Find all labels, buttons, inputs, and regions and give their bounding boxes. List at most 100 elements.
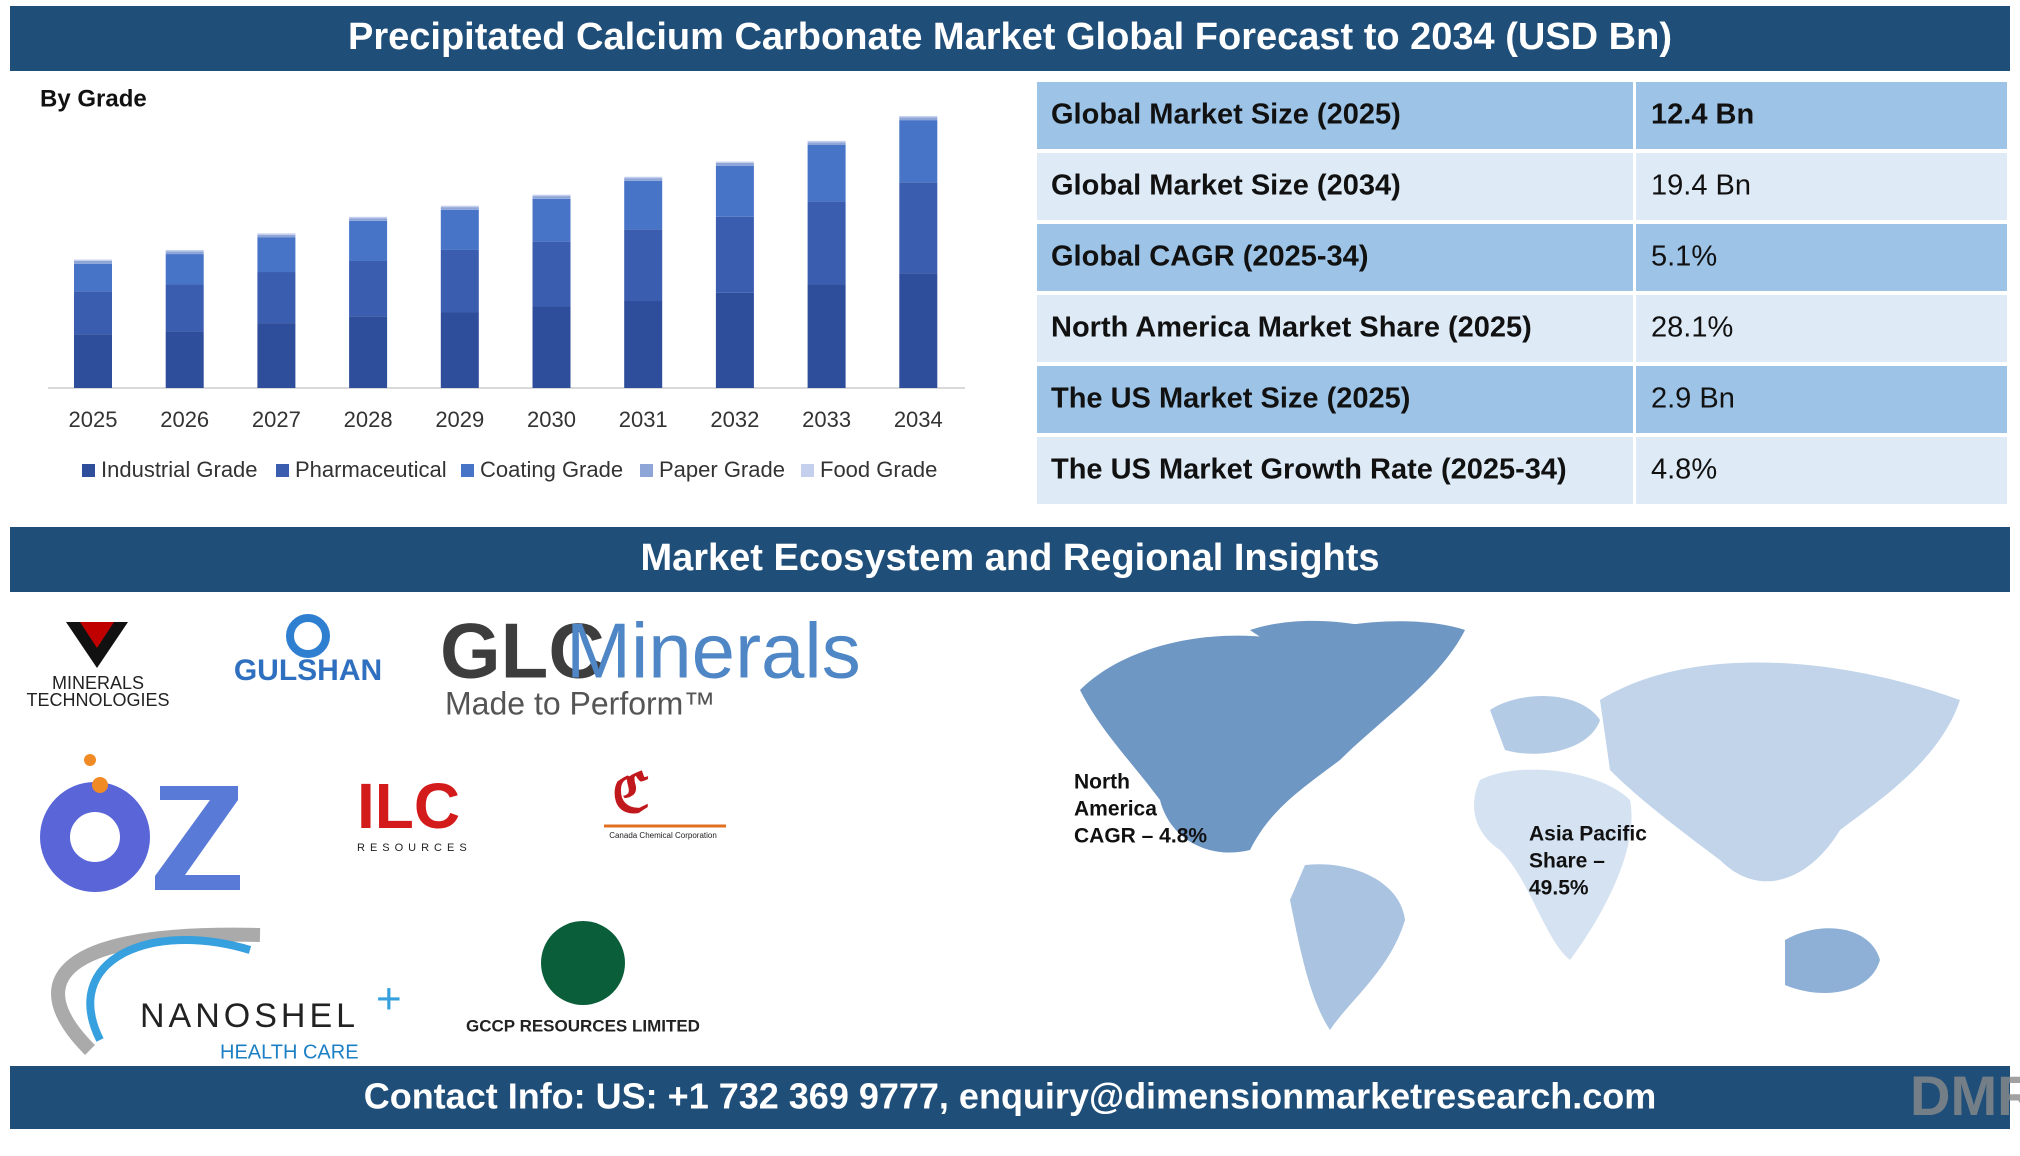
bar-segment: [899, 120, 938, 183]
footer-bar: [10, 1066, 2010, 1129]
legend-swatch: [461, 464, 474, 477]
world-map: North America CAGR – 4.8% Asia Pacific Share…: [1074, 620, 1960, 1030]
logo-text: GULSHAN: [234, 654, 382, 687]
table-label: Global CAGR (2025-34): [1051, 241, 1368, 273]
logo-text: ILC: [357, 770, 460, 842]
bar-segment: [257, 234, 296, 238]
table-label: Global Market Size (2025): [1051, 99, 1401, 131]
x-tick-label: 2027: [252, 407, 301, 432]
bar-segment: [715, 161, 754, 163]
logo-text: Minerals: [566, 607, 861, 695]
legend-label: Pharmaceutical: [295, 457, 447, 482]
bar-segment: [165, 249, 204, 252]
table-cell: [1037, 437, 1633, 504]
bar-segment: [807, 144, 846, 202]
x-tick-label: 2026: [160, 407, 209, 432]
africa: [1474, 769, 1632, 960]
footer-contact: Contact Info: US: +1 732 369 9777, enqui…: [364, 1076, 1657, 1117]
table-cell: [1636, 82, 2007, 149]
bar-segment: [440, 207, 479, 210]
x-tick-label: 2032: [710, 407, 759, 432]
table-cell: [1636, 153, 2007, 220]
x-tick-label: 2025: [69, 407, 118, 432]
table-cell: [1636, 366, 2007, 433]
logo-text: NANOSHEL: [140, 997, 359, 1035]
bar-segment: [532, 194, 571, 197]
logo-nanoshel: NANOSHEL HEALTH CARE +: [51, 927, 402, 1063]
bar-segment: [257, 237, 296, 273]
bar-segment: [74, 260, 112, 264]
x-tick-label: 2029: [435, 407, 484, 432]
logo-text: Canada Chemical Corporation: [609, 831, 717, 840]
legend-label: Coating Grade: [480, 457, 623, 482]
logo-text: TECHNOLOGIES: [26, 690, 169, 710]
bar-segment: [257, 272, 296, 324]
bar-segment: [349, 260, 388, 317]
bar-segment: [440, 209, 479, 250]
bar-segment: [257, 233, 296, 235]
bar-segment: [74, 334, 112, 388]
bar-segment: [624, 301, 663, 388]
north-america: [1080, 621, 1465, 853]
chart-subtitle: By Grade: [40, 85, 147, 112]
bar-segment: [74, 291, 112, 335]
section-bar: [10, 527, 2010, 592]
table-label: North America Market Share (2025): [1051, 312, 1532, 344]
australia: [1785, 928, 1880, 993]
logo-minerals: MINERALS TECHNOLOGIES: [26, 622, 170, 710]
bar-segment: [899, 273, 938, 388]
bar-segment: [165, 251, 204, 255]
bar-segment: [624, 178, 663, 181]
bar-segment: [532, 196, 571, 199]
table-value: 28.1%: [1651, 312, 1733, 344]
south-america: [1290, 864, 1405, 1030]
bar-segment: [349, 220, 388, 261]
legend-swatch: [640, 464, 653, 477]
x-tick-label: 2033: [802, 407, 851, 432]
legend-label: Food Grade: [820, 457, 937, 482]
logo-text: HEALTH CARE: [220, 1041, 359, 1063]
bar-segment: [165, 284, 204, 332]
table-value: 4.8%: [1651, 454, 1717, 486]
table-cell: [1037, 295, 1633, 362]
bar-segment: [807, 142, 846, 145]
table-cell: [1037, 366, 1633, 433]
map-label: Share –: [1529, 850, 1605, 873]
bar-segment: [899, 182, 938, 274]
table-cell: [1636, 224, 2007, 291]
table-cell: [1037, 153, 1633, 220]
bar-segment: [899, 116, 938, 118]
logo-ez: [40, 754, 240, 892]
table-value: 12.4 Bn: [1651, 99, 1754, 131]
bar-segment: [715, 292, 754, 388]
table: Global Market Size (2025) 12.4 Bn Global M…: [1037, 82, 2007, 504]
logo-gccp: GCCP RESOURCES LIMITED: [466, 921, 700, 1035]
x-tick-label: 2031: [619, 407, 668, 432]
logo-text: MINERALS: [52, 673, 144, 693]
section-title: Market Ecosystem and Regional Insights: [640, 537, 1379, 579]
bar-segment: [349, 218, 388, 221]
bar-segment: [807, 140, 846, 143]
bar-segment: [349, 316, 388, 388]
bar-segment: [624, 229, 663, 302]
bar-segment: [807, 284, 846, 388]
map-label: 49.5%: [1529, 877, 1589, 900]
bar-segment: [257, 323, 296, 388]
bar-segment: [532, 198, 571, 242]
map-label: CAGR – 4.8%: [1074, 825, 1207, 848]
legend-swatch: [82, 464, 95, 477]
legend-label: Industrial Grade: [101, 457, 258, 482]
brand: DMR: [1910, 1064, 2020, 1127]
table-value: 2.9 Bn: [1651, 383, 1735, 415]
header-title: Precipitated Calcium Carbonate Market Gl…: [348, 16, 1672, 58]
bar-segment: [899, 117, 938, 121]
bar-segment: [349, 216, 388, 219]
bar-segment: [440, 249, 479, 313]
bar-segment: [715, 165, 754, 217]
logo-ilc: ILC RESOURCES: [357, 770, 467, 854]
europe: [1490, 696, 1600, 754]
logo-mark: ℭ: [612, 763, 650, 823]
bar-segment: [532, 306, 571, 388]
